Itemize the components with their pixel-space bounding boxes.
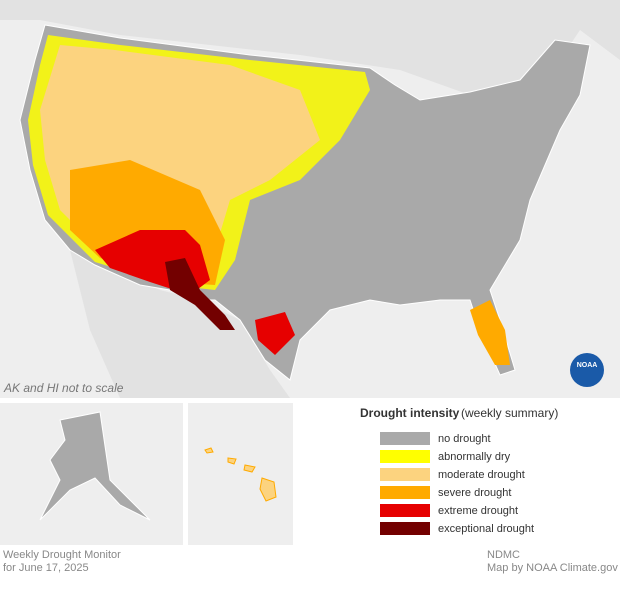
footer-date: for June 17, 2025 [3, 562, 89, 574]
legend-label: abnormally dry [438, 451, 511, 463]
legend-items: no drought abnormally dry moderate drought… [380, 432, 534, 535]
legend-swatch [380, 522, 430, 535]
footer-product: Weekly Drought Monitor [3, 549, 121, 561]
legend-title: Drought intensity [360, 406, 460, 420]
hawaii-panel [188, 403, 293, 545]
legend-swatch [380, 432, 430, 445]
mexico [70, 250, 290, 398]
exceptional-region [165, 258, 235, 330]
legend-panel [298, 403, 620, 545]
legend-label: severe drought [438, 487, 511, 499]
florida-drought [470, 300, 510, 365]
legend-subtitle: (weekly summary) [461, 406, 558, 420]
legend-swatch [380, 504, 430, 517]
scale-note: AK and HI not to scale [3, 381, 124, 395]
hawaii [204, 447, 277, 502]
alaska [39, 411, 151, 521]
legend-label: exceptional drought [438, 523, 534, 535]
footer-credit: Map by NOAA Climate.gov [487, 562, 618, 574]
noaa-logo [570, 353, 604, 387]
legend-swatch [380, 450, 430, 463]
logo-text: NOAA [577, 362, 598, 369]
legend-label: extreme drought [438, 505, 518, 517]
footer-source: NDMC [487, 549, 520, 561]
canada [0, 0, 620, 95]
legend-label: moderate drought [438, 469, 525, 481]
texas-extreme [255, 312, 295, 355]
legend-swatch [380, 486, 430, 499]
legend-swatch [380, 468, 430, 481]
legend-label: no drought [438, 433, 491, 445]
